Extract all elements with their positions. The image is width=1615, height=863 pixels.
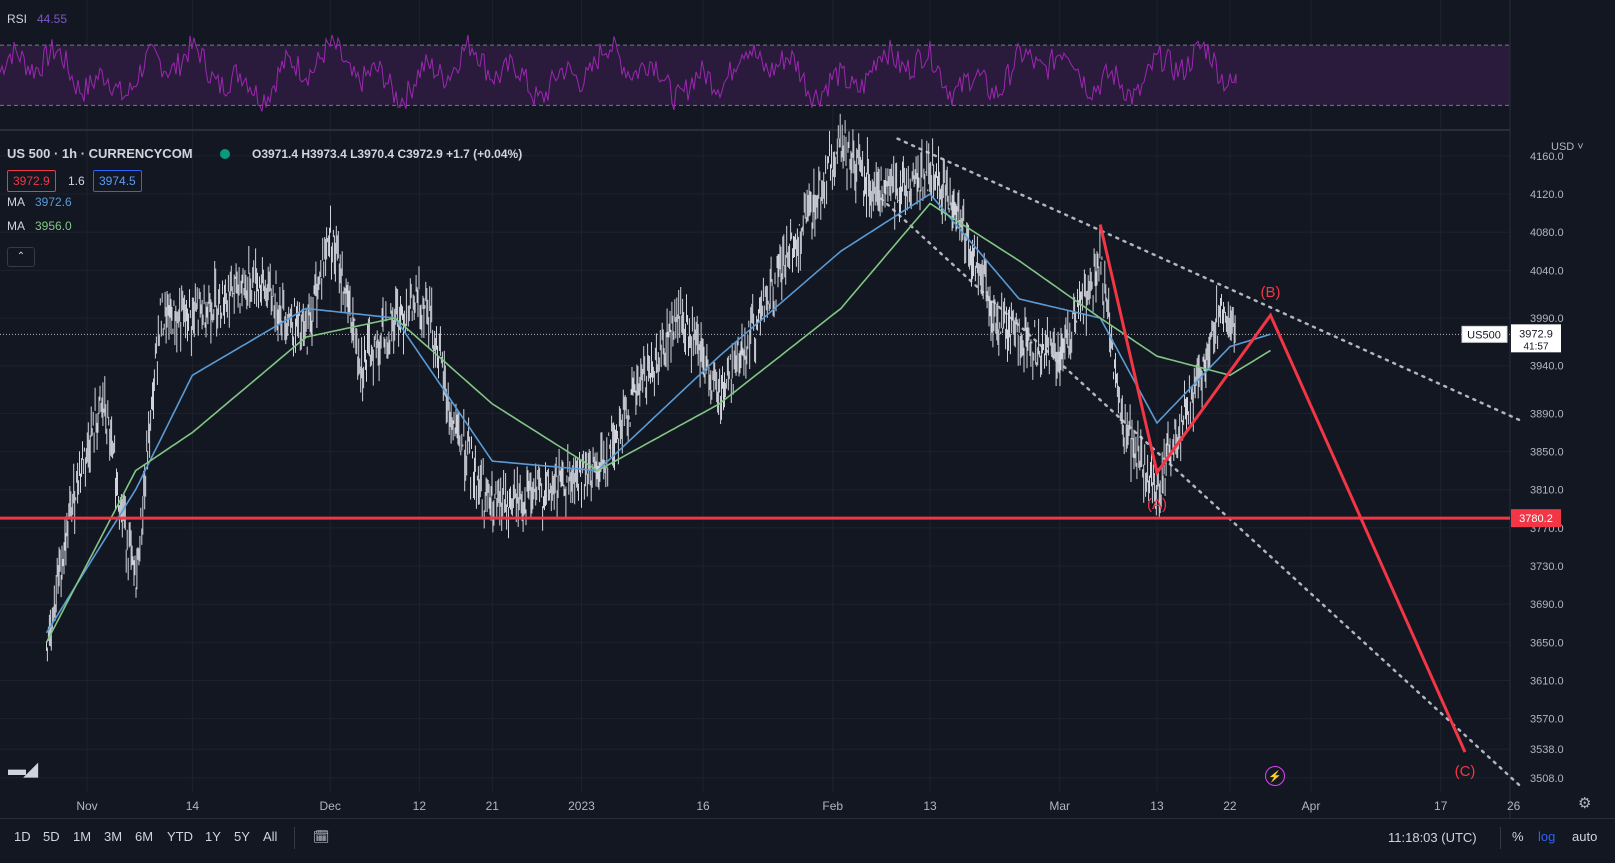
price-tick-label: 3890.0 (1530, 408, 1564, 420)
price-tick-label: 3570.0 (1530, 714, 1564, 726)
bid-badge[interactable]: 3972.9 (7, 170, 56, 192)
bottom-toolbar: 1D 5D 1M 3M 6M YTD 1Y 5Y All 🗓 11:18:03 … (0, 818, 1615, 863)
time-tick-label: Feb (822, 799, 843, 813)
support-price-tag (1511, 509, 1561, 528)
symbol-tag (1461, 325, 1508, 343)
symbol-title[interactable]: US 500 · 1h · CURRENCYCOM (7, 146, 193, 161)
toolbar-divider (1500, 827, 1501, 849)
price-tick-label: 3650.0 (1530, 637, 1564, 649)
range-5y[interactable]: 5Y (234, 829, 250, 844)
channel-upper-line[interactable] (896, 137, 1524, 423)
tradingview-logo[interactable]: ▬◢ (8, 759, 38, 779)
ma-slow-value: 3956.0 (35, 219, 72, 233)
range-6m[interactable]: 6M (135, 829, 154, 844)
calendar-range-icon[interactable]: 🗓 (313, 829, 330, 844)
price-tick-label: 4120.0 (1530, 189, 1564, 201)
ma-fast-legend[interactable]: MA 3972.6 (7, 195, 72, 209)
channel (880, 137, 1524, 789)
moving-averages (45, 192, 1271, 643)
price-tick-label: 4160.0 (1530, 151, 1564, 163)
gear-icon[interactable]: ⚙ (1578, 795, 1592, 812)
time-tick-label: 21 (486, 799, 500, 813)
wave-label: (B) (1261, 284, 1281, 301)
ma-slow-label: MA (7, 219, 25, 233)
ma-fast-label: MA (7, 195, 25, 209)
auto-scale-button[interactable]: auto (1572, 829, 1598, 844)
last-price-tag (1511, 324, 1561, 353)
rsi-title[interactable]: RSI (7, 12, 28, 26)
time-tick-label: 2023 (568, 799, 595, 813)
rsi-value: 44.55 (37, 12, 68, 26)
price-tick-label: 3610.0 (1530, 676, 1564, 688)
range-all[interactable]: All (263, 829, 278, 844)
elliott-waves: (A) (B) (C) (1098, 224, 1476, 780)
time-tick-label: 13 (1150, 799, 1164, 813)
price-tick-label: 3690.0 (1530, 599, 1564, 611)
time-tick-label: 22 (1223, 799, 1237, 813)
spread-value: 1.6 (68, 174, 85, 188)
price-tick-label: 4040.0 (1530, 265, 1564, 277)
range-1d[interactable]: 1D (14, 829, 31, 844)
wave-label: (C) (1455, 763, 1476, 780)
range-ytd[interactable]: YTD (167, 829, 193, 844)
time-tick-label: 17 (1434, 799, 1448, 813)
log-scale-button[interactable]: log (1538, 829, 1556, 844)
currency-selector[interactable]: USD ˅ (1551, 141, 1584, 153)
price-tick-label: 4080.0 (1530, 227, 1564, 239)
ma-fast-line (45, 192, 1271, 634)
time-tick-label: Mar (1049, 799, 1070, 813)
rsi-pane: 100.0075.0050.0025.00 (0, 0, 1564, 112)
rsi-line (0, 34, 1237, 112)
time-axis: Nov 14 Dec 12 21 2023 16 Feb 13 Mar 13 22 Apr 17 26 (76, 799, 1520, 813)
price-tick-label: 3850.0 (1530, 447, 1564, 459)
ohlc-values: O3971.4 H3973.4 L3970.4 C3972.9 +1.7 (+0… (252, 147, 523, 161)
chevron-up-icon[interactable]: ⌃ (7, 247, 35, 267)
price-tick-label: 3940.0 (1530, 361, 1564, 373)
time-tick-label: Dec (320, 799, 341, 813)
support-line: 3780.2 (0, 509, 1561, 528)
ma-slow-legend[interactable]: MA 3956.0 (7, 219, 72, 233)
time-tick-label: 12 (413, 799, 427, 813)
price-tick-label: 3730.0 (1530, 561, 1564, 573)
ask-badge[interactable]: 3974.5 (93, 170, 142, 192)
price-tick-label: 3990.0 (1530, 313, 1564, 325)
support-price-label: 3780.2 (1519, 513, 1553, 525)
toolbar-divider (294, 827, 295, 849)
ma-fast-value: 3972.6 (35, 195, 72, 209)
currency-label: USD (1551, 141, 1575, 153)
symbol-tag-label: US500 (1467, 329, 1501, 341)
price-axis: 4160.0 4120.0 4080.0 4040.0 3990.0 3940.0 3890… (0, 0, 1615, 818)
range-1m[interactable]: 1M (73, 829, 92, 844)
channel-lower-line[interactable] (880, 197, 1524, 789)
price-tick-label: 3538.0 (1530, 744, 1564, 756)
time-tick-label: 14 (186, 799, 200, 813)
time-tick-label: 16 (696, 799, 710, 813)
countdown-label: 41:57 (1523, 341, 1548, 352)
range-3m[interactable]: 3M (104, 829, 123, 844)
time-tick-label: Apr (1302, 799, 1321, 813)
rsi-band (0, 45, 1510, 106)
time-tick-label: 13 (923, 799, 937, 813)
market-status-icon (220, 149, 230, 159)
candle-series (46, 113, 1236, 662)
grid (0, 0, 1515, 792)
price-tick-label: 3810.0 (1530, 485, 1564, 497)
time-tick-label: 26 (1507, 799, 1521, 813)
lightning-alert-icon[interactable]: ⚡ (1265, 766, 1285, 786)
percent-scale-button[interactable]: % (1512, 829, 1524, 844)
ma-slow-line (45, 202, 1271, 643)
price-axis-panel (1510, 0, 1615, 818)
range-5d[interactable]: 5D (43, 829, 60, 844)
time-tick-label: Nov (76, 799, 97, 813)
wave-path[interactable] (1098, 224, 1467, 753)
last-price-label: 3972.9 (1519, 328, 1553, 340)
clock[interactable]: 11:18:03 (UTC) (1388, 830, 1477, 845)
price-tick-label: 3508.0 (1530, 773, 1564, 785)
wave-label: (A) (1147, 496, 1167, 513)
range-1y[interactable]: 1Y (205, 829, 221, 844)
